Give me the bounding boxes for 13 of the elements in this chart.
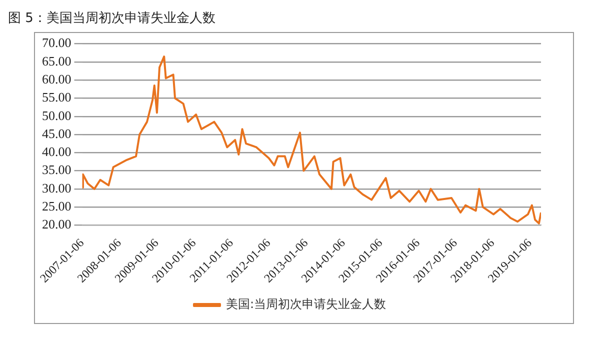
y-tick-label: 50.00 (42, 108, 72, 123)
y-tick-label: 35.00 (42, 162, 72, 178)
y-tick-label: 60.00 (42, 72, 72, 87)
y-tick-label: 65.00 (42, 53, 72, 68)
y-tick-label: 25.00 (42, 198, 72, 214)
y-tick-label: 20.00 (42, 216, 72, 232)
y-tick-label: 70.00 (42, 35, 72, 50)
y-tick-label: 55.00 (42, 90, 72, 105)
y-tick-label: 45.00 (42, 126, 72, 141)
legend-label: 美国:当周初次申请失业金人数 (226, 297, 386, 312)
chart-title: 图 5：美国当周初次申请失业金人数 (8, 10, 216, 28)
y-tick-label: 40.00 (42, 144, 72, 160)
y-tick-label: 30.00 (42, 180, 72, 196)
